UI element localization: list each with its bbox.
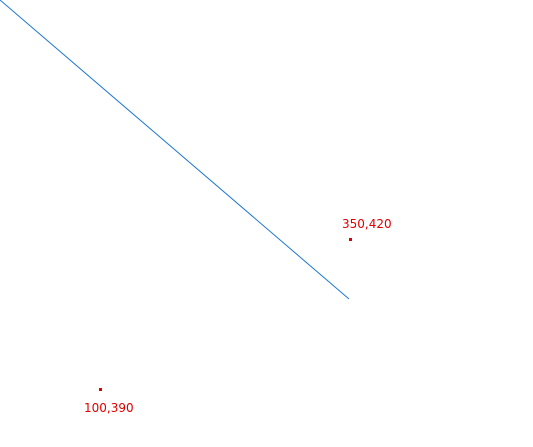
point-marker-100-390 xyxy=(99,388,102,391)
blue-line xyxy=(0,0,350,300)
point-marker-350-420 xyxy=(349,238,352,241)
point-label-350-420: 350,420 xyxy=(342,217,392,231)
point-label-100-390: 100,390 xyxy=(84,401,134,415)
